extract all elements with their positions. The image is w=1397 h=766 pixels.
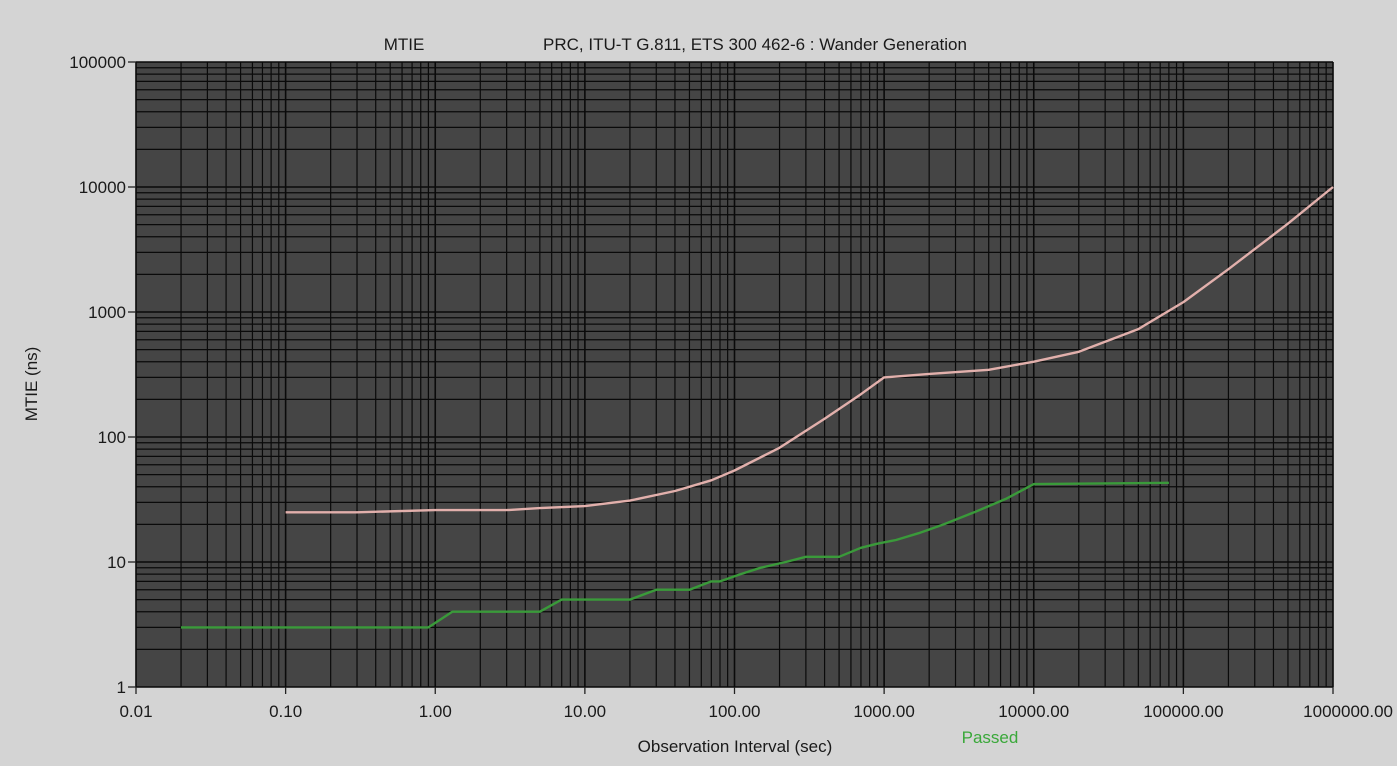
y-tick-label: 100 — [98, 428, 126, 447]
status-passed: Passed — [962, 728, 1019, 747]
x-tick-labels: 0.01 0.10 1.00 10.00 100.00 1000.00 10000.00 10… — [119, 702, 1393, 721]
y-tick-label: 1000 — [88, 303, 126, 322]
axis-ticks — [128, 61, 1334, 694]
series-line-2 — [181, 481, 1169, 629]
y-tick-label: 10000 — [79, 178, 126, 197]
x-axis-label: Observation Interval (sec) — [638, 737, 833, 756]
series-layer — [181, 186, 1334, 629]
x-tick-label: 100.00 — [709, 702, 761, 721]
chart-title-left: MTIE — [384, 35, 425, 54]
grid-lines — [135, 61, 1334, 688]
x-tick-label: 10.00 — [564, 702, 607, 721]
x-tick-label: 1000000.00 — [1303, 702, 1393, 721]
x-tick-label: 1.00 — [419, 702, 452, 721]
y-tick-labels: 1 10 100 1000 10000 100000 — [69, 53, 126, 697]
x-tick-label: 1000.00 — [853, 702, 914, 721]
x-tick-label: 0.01 — [119, 702, 152, 721]
x-tick-label: 100000.00 — [1143, 702, 1223, 721]
y-tick-label: 10 — [107, 553, 126, 572]
x-tick-label: 0.10 — [269, 702, 302, 721]
y-tick-label: 100000 — [69, 53, 126, 72]
series-line-1 — [285, 186, 1334, 514]
x-tick-label: 10000.00 — [998, 702, 1069, 721]
chart-title: PRC, ITU-T G.811, ETS 300 462-6 : Wander… — [543, 35, 967, 54]
y-tick-label: 1 — [117, 678, 126, 697]
y-axis-label: MTIE (ns) — [22, 347, 41, 422]
